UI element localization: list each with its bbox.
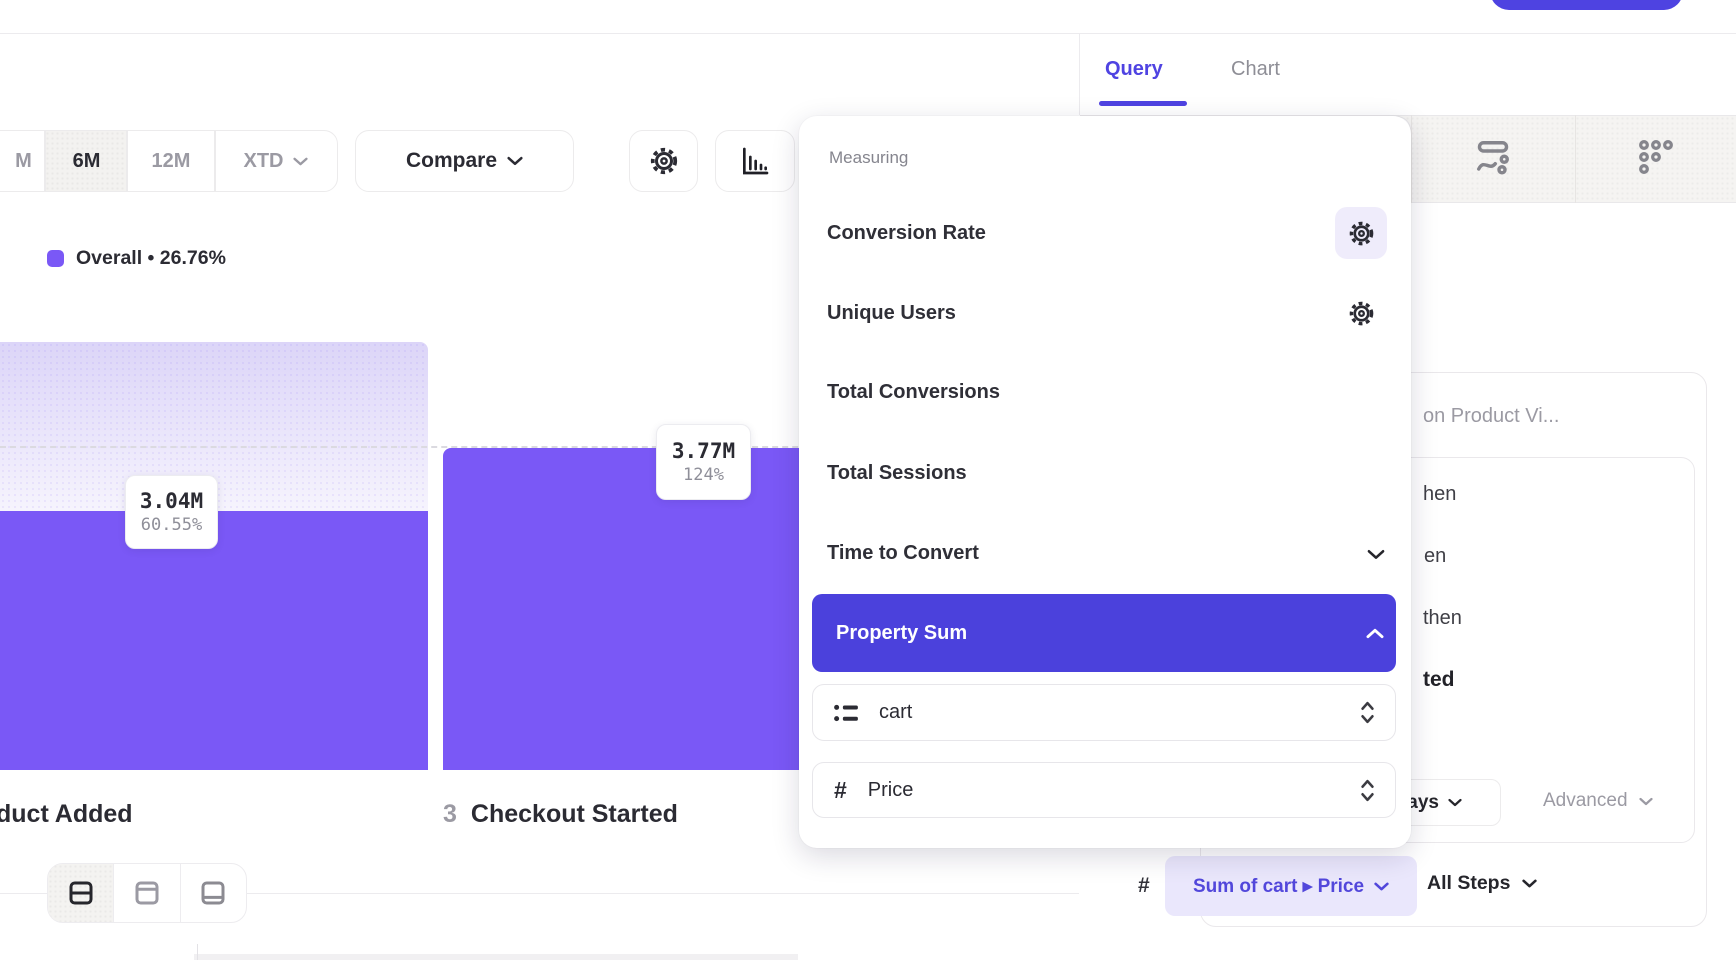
layout-split-button[interactable]	[48, 864, 114, 922]
menu-item-time-to-convert[interactable]: Time to Convert	[799, 525, 1411, 581]
gear-icon[interactable]	[1335, 287, 1387, 339]
layout-bottom-icon	[198, 878, 228, 908]
menu-title: Measuring	[829, 148, 909, 167]
chevron-down-icon	[1448, 798, 1462, 807]
reference-dashed-line	[0, 446, 1079, 448]
report-type-flows-tab[interactable]	[1472, 136, 1514, 178]
layout-top-button[interactable]	[113, 864, 179, 922]
step-label-1: duct Added	[0, 800, 133, 828]
property-selector-price[interactable]: # Price	[812, 762, 1396, 818]
chevron-down-icon	[1522, 879, 1538, 888]
measuring-menu: Measuring Conversion Rate Unique Users T…	[799, 116, 1411, 848]
all-steps-dropdown[interactable]: All Steps	[1427, 872, 1538, 895]
chart-settings-button[interactable]	[629, 130, 698, 192]
time-range-control: M 6M 12M XTD	[0, 130, 338, 192]
step-row-fragment-3: en	[1424, 545, 1447, 567]
rate-1: 60.55%	[140, 515, 203, 535]
legend-swatch	[47, 250, 64, 267]
hash-icon: #	[834, 776, 847, 803]
advanced-dropdown[interactable]: Advanced	[1543, 790, 1653, 812]
step-row-fragment-5: ted	[1423, 668, 1455, 691]
gear-icon	[649, 146, 679, 176]
layout-top-icon	[132, 878, 162, 908]
property-sum-chip[interactable]: Sum of cart ▸ Price	[1165, 856, 1417, 916]
menu-item-property-sum-selected[interactable]: Property Sum	[812, 594, 1396, 672]
stepper-icon[interactable]	[1360, 700, 1375, 725]
tab-query[interactable]: Query	[1105, 58, 1163, 80]
flows-icon	[1472, 136, 1514, 178]
value-1: 3.04M	[139, 489, 204, 513]
report-type-retention-tab[interactable]	[1635, 136, 1677, 178]
chevron-down-icon	[507, 156, 523, 166]
funnel-bar-1[interactable]	[0, 511, 428, 770]
list-icon	[831, 698, 861, 728]
gear-icon[interactable]	[1335, 207, 1387, 259]
layout-bottom-button[interactable]	[179, 864, 246, 922]
chart-bottom-divider	[0, 893, 1079, 894]
value-card-2: 3.77M 124%	[656, 424, 751, 500]
tab-query-underline	[1099, 101, 1187, 106]
compare-button[interactable]: Compare	[355, 130, 574, 192]
dots-grid-icon	[1635, 136, 1677, 178]
menu-item-total-conversions[interactable]: Total Conversions	[827, 381, 1000, 403]
chevron-down-icon	[1374, 882, 1389, 891]
primary-action-button[interactable]	[1490, 0, 1683, 10]
time-range-12m[interactable]: 12M	[151, 149, 191, 172]
chart-type-button[interactable]	[715, 130, 795, 192]
header-divider	[0, 33, 1736, 34]
rate-2: 124%	[683, 465, 724, 485]
value-card-1: 3.04M 60.55%	[125, 475, 218, 549]
menu-item-unique-users[interactable]: Unique Users	[799, 285, 1411, 341]
legend-label: Overall • 26.76%	[76, 247, 226, 269]
property-selector-cart[interactable]: cart	[812, 684, 1396, 741]
breakdown-table-column-divider	[197, 944, 198, 960]
time-range-m[interactable]: M	[15, 149, 32, 172]
tab-chart[interactable]: Chart	[1231, 58, 1280, 80]
menu-item-conversion-rate[interactable]: Conversion Rate	[799, 205, 1411, 261]
bar-chart-icon	[739, 145, 771, 177]
layout-toggle-group	[47, 863, 247, 923]
chevron-down-icon	[292, 157, 308, 166]
chevron-up-icon	[1366, 628, 1384, 639]
value-2: 3.77M	[671, 439, 736, 463]
time-range-6m[interactable]: 6M	[45, 131, 128, 191]
time-range-xtd[interactable]: XTD	[215, 131, 336, 191]
menu-item-total-sessions[interactable]: Total Sessions	[827, 462, 967, 484]
hash-icon: #	[1138, 874, 1150, 897]
step-label-2: 3 Checkout Started	[443, 800, 678, 828]
stepper-icon[interactable]	[1360, 778, 1375, 803]
chevron-down-icon	[1638, 797, 1653, 806]
breakdown-table-edge	[194, 954, 798, 960]
chevron-down-icon	[1367, 549, 1385, 560]
step-row-fragment-2: hen	[1423, 483, 1457, 505]
panel-left-divider	[1079, 34, 1080, 115]
step-row-fragment-4: then	[1423, 607, 1462, 629]
step-row-fragment-1: on Product Vi...	[1423, 405, 1560, 427]
step-number-2: 3	[443, 800, 457, 828]
layout-split-icon	[66, 878, 96, 908]
